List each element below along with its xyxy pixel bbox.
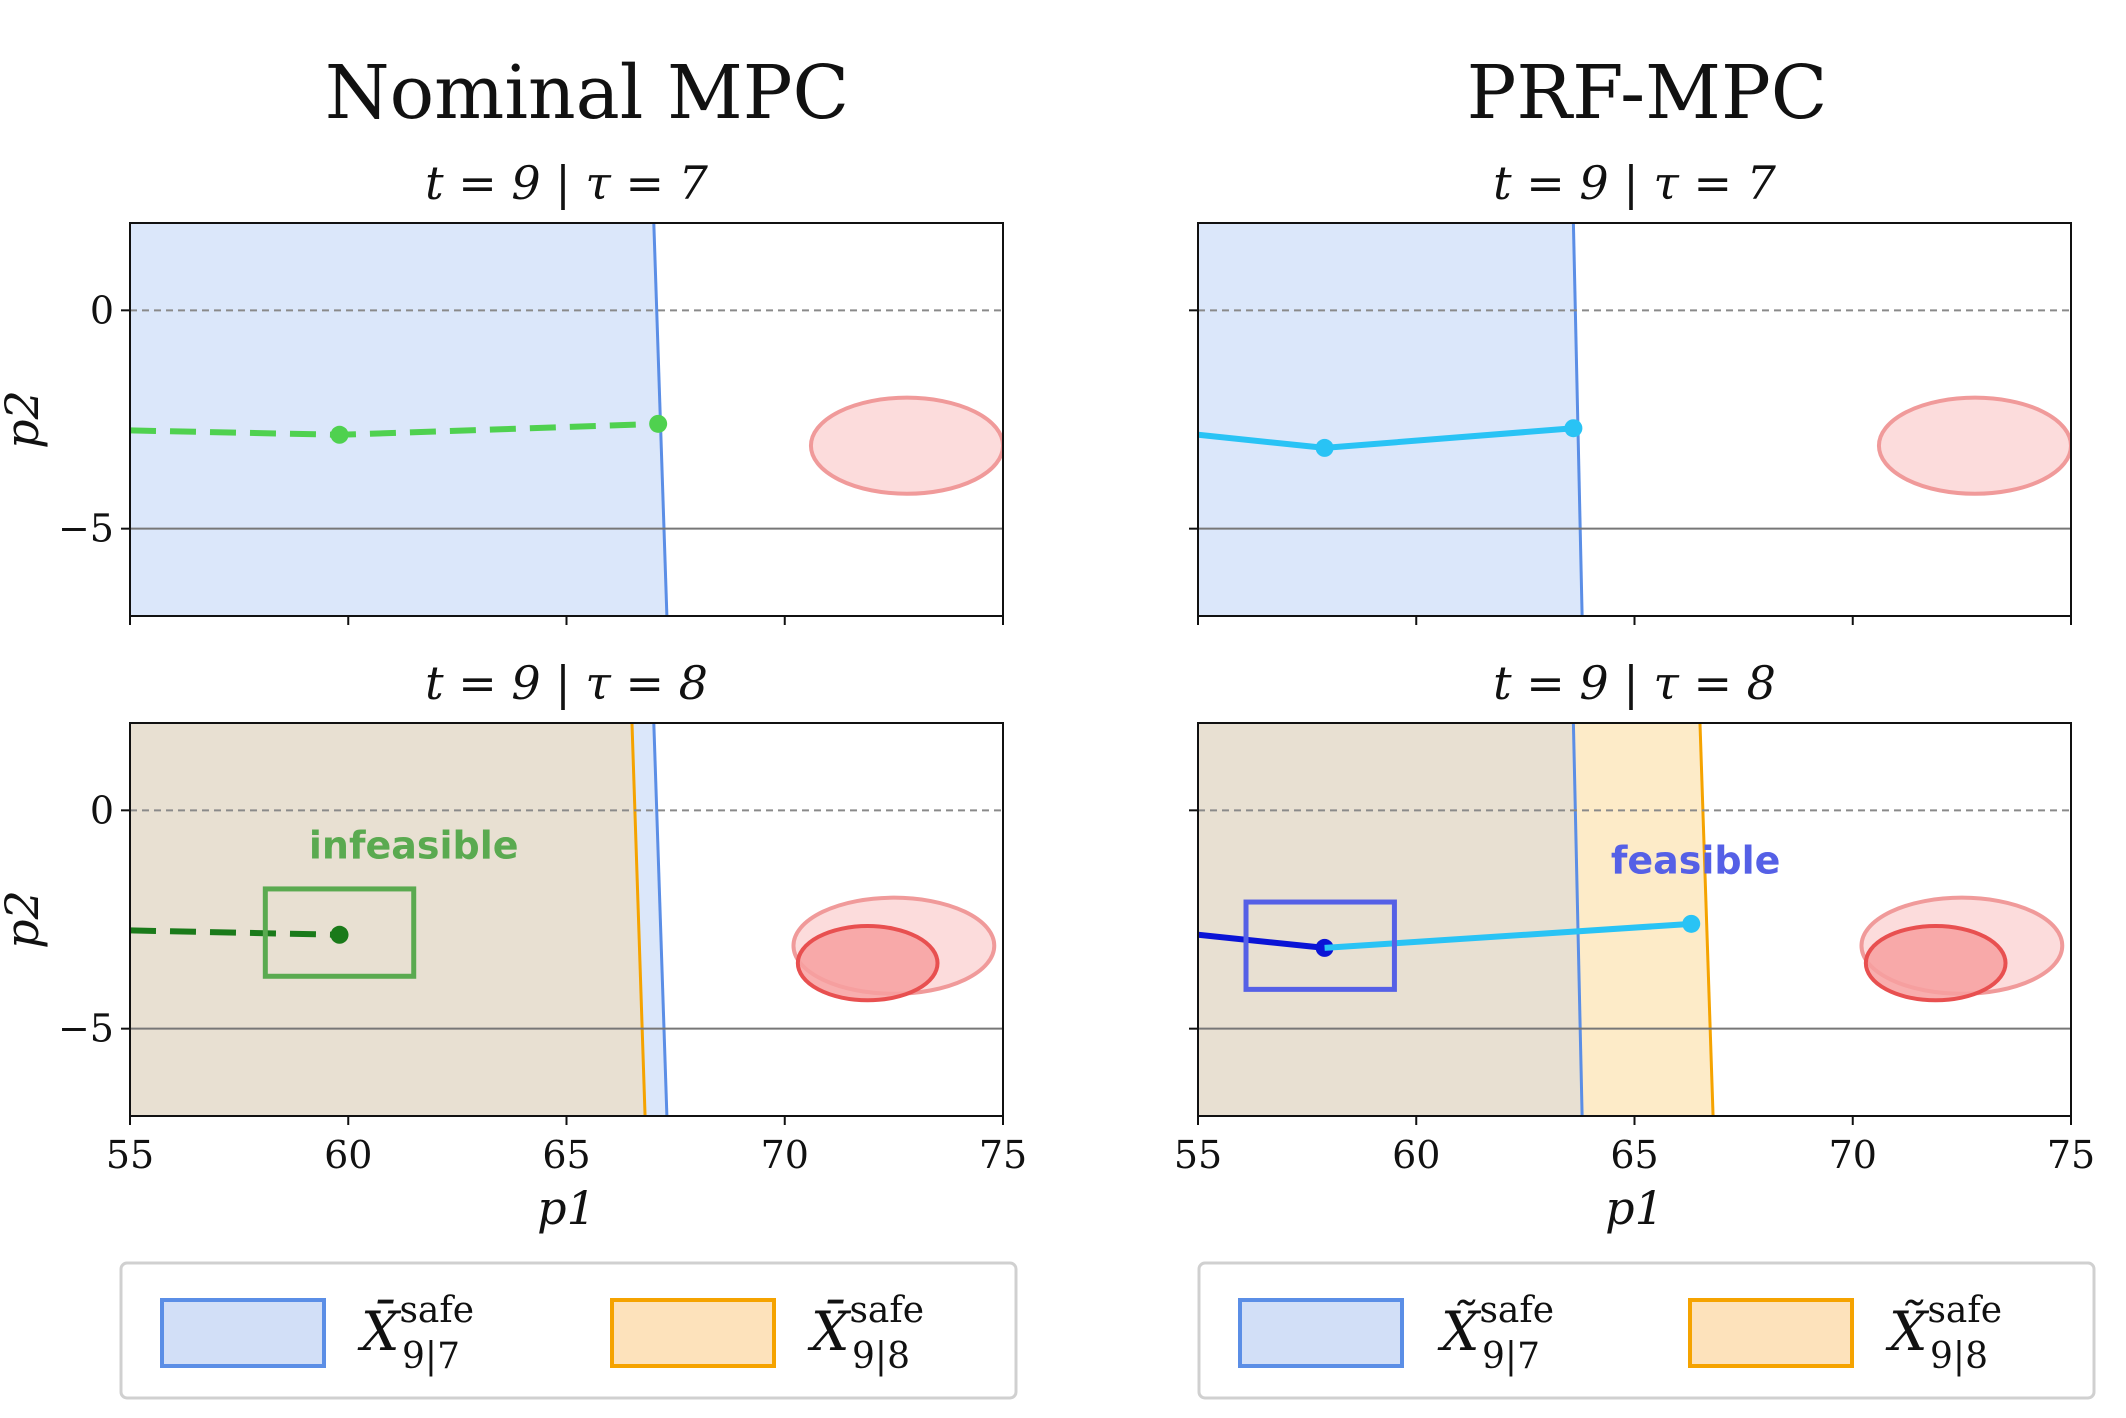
legend-left-symbol-1: X̄ — [357, 1299, 402, 1363]
region-safe_9_8 — [130, 723, 646, 1116]
x-tick-label: 70 — [761, 1133, 809, 1177]
legend-left-sup-1: safe — [399, 1290, 474, 1331]
x-axis-label: p1 — [537, 1181, 596, 1235]
legend-right-swatch-1 — [1238, 1298, 1404, 1368]
legend-left: X̄safe 9|7 X̄safe 9|8 — [119, 1261, 1018, 1400]
legend-left-label-1: X̄safe 9|7 — [357, 1290, 474, 1377]
x-tick-label: 60 — [1392, 1133, 1440, 1177]
x-tick-label: 75 — [2047, 1133, 2095, 1177]
region-safe_9_7 — [1198, 223, 1583, 616]
legend-left-swatch-1 — [160, 1298, 326, 1368]
boundary-safe_9_8 — [630, 723, 647, 1116]
obstacle-ellipse-1 — [1876, 395, 2071, 496]
y-axis-label: p2 — [0, 390, 49, 449]
right-column-title: PRF-MPC — [1467, 50, 1828, 136]
y-tick-label: −5 — [58, 1007, 114, 1051]
legend-left-sup-2: safe — [849, 1290, 924, 1331]
legend-left-sub-2: 9|8 — [852, 1336, 910, 1377]
legend-right: X̃safe 9|7 X̃safe 9|8 — [1197, 1261, 2096, 1400]
legend-left-label-2: X̄safe 9|8 — [807, 1290, 924, 1377]
plot-area — [130, 723, 1003, 1116]
boundary-safe_9_7 — [1571, 723, 1584, 1116]
legend-right-frame — [1197, 1261, 2096, 1400]
highlight-box — [262, 886, 417, 979]
trajectory-line-1 — [130, 927, 340, 938]
trajectory-line-2 — [1324, 920, 1692, 951]
x-axis-label: p1 — [1605, 1181, 1664, 1235]
x-tick-label: 65 — [1610, 1133, 1658, 1177]
legend-left-frame — [119, 1261, 1018, 1400]
boundary-safe_9_7 — [1571, 223, 1584, 616]
x-tick-label: 55 — [1174, 1133, 1222, 1177]
legend-left-symbol-2: X̄ — [807, 1299, 852, 1363]
legend-right-sub-2: 9|8 — [1930, 1336, 1988, 1377]
panel-1: 0 −5 t = 9 | τ = 7 p2 — [0, 156, 1004, 625]
trajectory-point-2-1 — [1682, 914, 1701, 933]
plot-area — [130, 223, 1003, 616]
legend-right-label-1: X̃safe 9|7 — [1437, 1290, 1554, 1377]
panel-2: t = 9 | τ = 7 — [1189, 156, 2072, 625]
annotation-label: feasible — [1611, 839, 1781, 883]
obstacle-ellipse-2 — [795, 924, 940, 1003]
annotation-label: infeasible — [309, 823, 519, 867]
plot-panels: 0 −5 t = 9 | τ = 7 p2 t = 9 | τ = 7 infeasibl… — [0, 156, 2095, 1235]
legend-right-sub-1: 9|7 — [1482, 1336, 1540, 1377]
plot-area — [1198, 223, 2071, 616]
trajectory-point-1-1 — [1315, 438, 1334, 457]
x-tick-label: 60 — [324, 1133, 372, 1177]
y-tick-label: −5 — [58, 507, 114, 551]
legend-left-swatch-2 — [610, 1298, 776, 1368]
legend-left-sub-1: 9|7 — [402, 1336, 460, 1377]
subplot-title: t = 9 | τ = 7 — [1493, 156, 1777, 210]
highlight-box — [1243, 899, 1397, 992]
plot-area — [1198, 723, 2071, 1116]
trajectory-point-1-1 — [330, 425, 349, 444]
boundary-safe_9_7 — [652, 723, 669, 1116]
obstacle-ellipse-2 — [1863, 924, 2008, 1003]
region-safe_9_7 — [1198, 723, 1583, 1116]
x-tick-label: 65 — [542, 1133, 590, 1177]
panel-3: infeasible 55 60 65 70 75 0 −5 t = 9 | τ = 8 p2 p1 — [0, 656, 1027, 1235]
legend-right-sup-2: safe — [1927, 1290, 2002, 1331]
legend-right-symbol-1: X̃ — [1437, 1299, 1482, 1363]
trajectory-line-1 — [1198, 931, 1325, 951]
left-column-title: Nominal MPC — [325, 50, 849, 136]
y-tick-label: 0 — [90, 788, 114, 832]
panel-4: feasible 55 60 65 70 75 t = 9 | τ = 8 p1 — [1174, 656, 2095, 1235]
x-tick-label: 70 — [1829, 1133, 1877, 1177]
legend-right-symbol-2: X̃ — [1885, 1299, 1930, 1363]
x-tick-label: 75 — [979, 1133, 1027, 1177]
legend-right-label-2: X̃safe 9|8 — [1885, 1290, 2002, 1377]
subplot-title: t = 9 | τ = 8 — [1493, 656, 1776, 710]
region-safe_9_7 — [130, 223, 667, 616]
legend-right-swatch-2 — [1688, 1298, 1854, 1368]
obstacle-ellipse-1 — [808, 395, 1003, 496]
y-tick-label: 0 — [90, 288, 114, 332]
x-tick-label: 55 — [106, 1133, 154, 1177]
subplot-title: t = 9 | τ = 7 — [425, 156, 709, 210]
boundary-safe_9_8 — [1698, 723, 1715, 1116]
trajectory-point-1-2 — [1564, 419, 1583, 438]
trajectory-point-1-2 — [649, 414, 668, 433]
trajectory-point-1-1 — [330, 925, 349, 944]
subplot-title: t = 9 | τ = 8 — [425, 656, 708, 710]
y-axis-label: p2 — [0, 890, 49, 949]
legend-right-sup-1: safe — [1479, 1290, 1554, 1331]
